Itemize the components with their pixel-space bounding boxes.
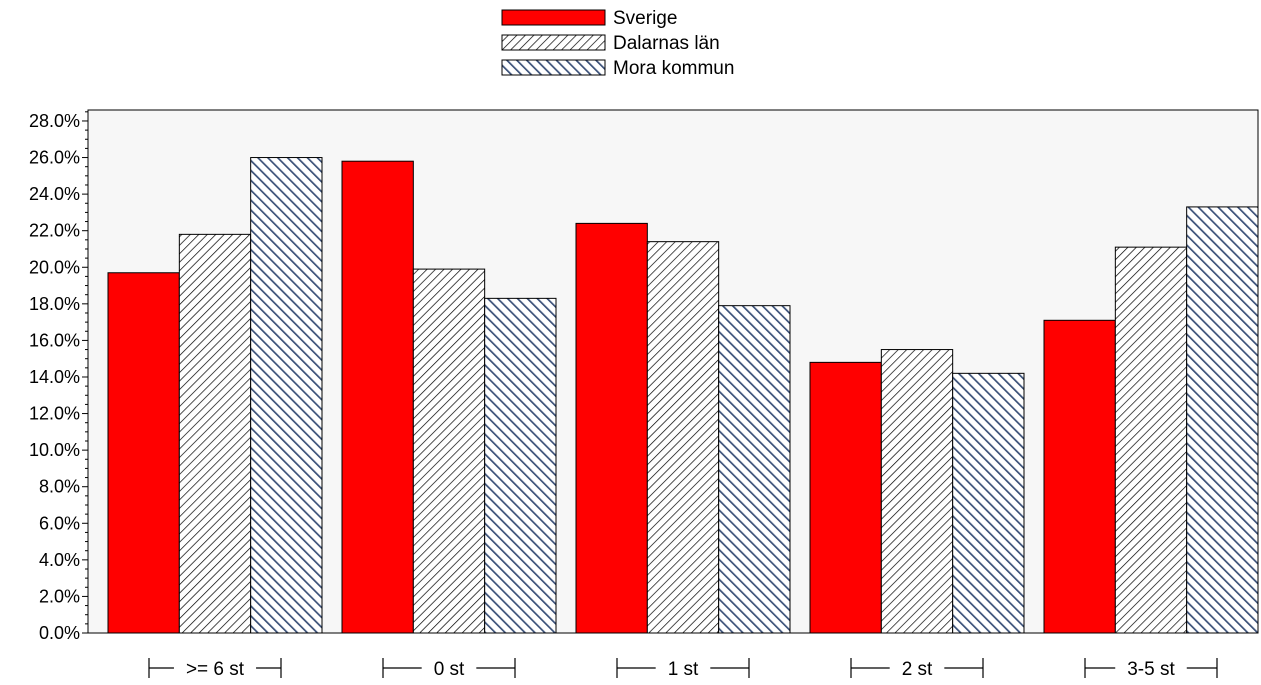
bar-1-st-sverige <box>575 222 648 634</box>
x-tick-label: 3-5 st <box>1127 659 1175 680</box>
legend-swatch-sverige <box>501 9 606 26</box>
x-tick-label: 2 st <box>902 659 933 680</box>
y-axis: 0.0% 2.0% 4.0% 6.0% 8.0% 10.0% 12.0% 14.0% 16.0%… <box>29 111 88 643</box>
legend: Sverige Dalarnas län Mora kommun <box>501 8 734 79</box>
bar-2-st-sverige <box>809 361 882 634</box>
y-tick-label: 4.0% <box>39 550 80 570</box>
legend-label-sverige: Sverige <box>613 8 677 29</box>
bar-2-st-mora-kommun <box>952 372 1025 634</box>
bar-0-st-sverige <box>341 160 414 634</box>
bar-6-st-sverige <box>107 272 180 634</box>
y-tick-label: 14.0% <box>29 367 80 387</box>
legend-label-mora-kommun: Mora kommun <box>613 58 734 79</box>
bar-0-st-mora-kommun <box>484 297 557 634</box>
bar-3-5-st-dalarnas-l-n <box>1114 246 1188 634</box>
bar-3-5-st-sverige <box>1043 319 1116 634</box>
bar-2-st-dalarnas-l-n <box>880 349 954 634</box>
legend-swatch-mora-kommun <box>501 59 606 76</box>
bar-6-st-mora-kommun <box>250 157 323 634</box>
y-tick-label: 26.0% <box>29 148 80 168</box>
y-tick-label: 12.0% <box>29 404 80 424</box>
y-tick-label: 6.0% <box>39 513 80 533</box>
x-tick-label: 1 st <box>668 659 699 680</box>
bar-3-5-st-mora-kommun <box>1186 206 1259 634</box>
y-tick-label: 0.0% <box>39 623 80 643</box>
bar-6-st-dalarnas-l-n <box>178 233 252 634</box>
y-tick-label: 10.0% <box>29 440 80 460</box>
x-tick-label: 0 st <box>434 659 465 680</box>
y-tick-label: 8.0% <box>39 477 80 497</box>
bars-group <box>107 157 1259 634</box>
y-tick-label: 24.0% <box>29 184 80 204</box>
y-tick-label: 22.0% <box>29 221 80 241</box>
bar-1-st-dalarnas-l-n <box>646 241 720 634</box>
y-tick-label: 18.0% <box>29 294 80 314</box>
x-axis: >= 6 st 0 st 1 st 2 st 3-5 st <box>148 658 1218 680</box>
bar-0-st-dalarnas-l-n <box>412 268 486 634</box>
x-tick-label: >= 6 st <box>186 659 245 680</box>
legend-label-dalarnas-l-n: Dalarnas län <box>613 33 720 54</box>
y-tick-label: 2.0% <box>39 586 80 606</box>
y-tick-label: 20.0% <box>29 257 80 277</box>
bar-1-st-mora-kommun <box>718 305 791 634</box>
y-tick-label: 28.0% <box>29 111 80 131</box>
y-tick-label: 16.0% <box>29 330 80 350</box>
legend-swatch-dalarnas-l-n <box>501 34 606 51</box>
